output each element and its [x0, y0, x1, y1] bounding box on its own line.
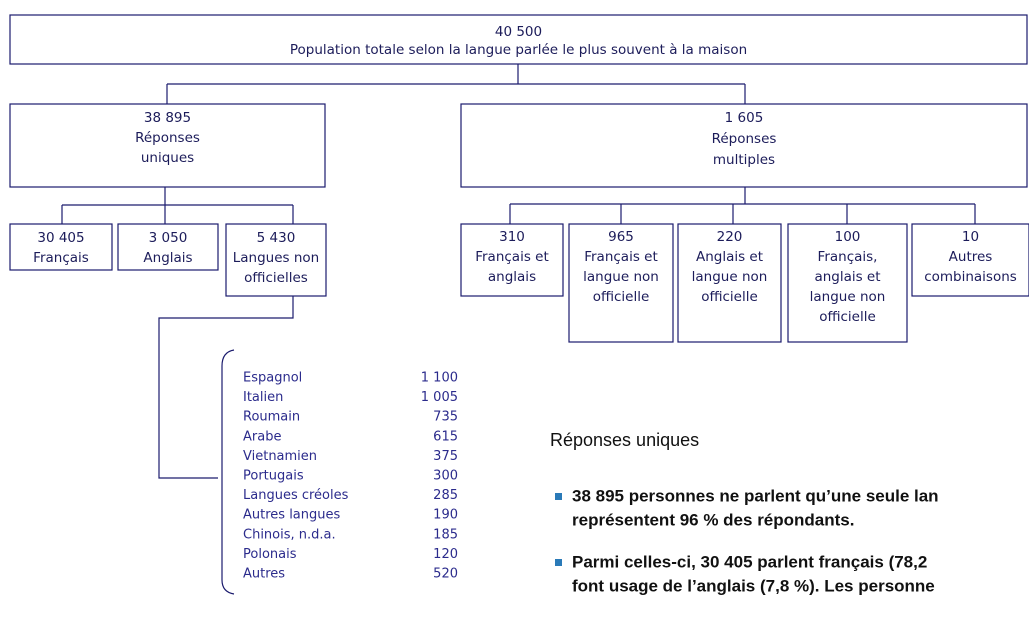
language-name: Portugais: [243, 469, 304, 484]
node-label: officielles: [244, 270, 308, 286]
node-label: langue non: [810, 289, 886, 305]
language-name: Espagnol: [243, 371, 302, 386]
connectors: [61, 64, 976, 595]
summary-text: font usage de l’anglais (7,8 %). Les per…: [572, 576, 935, 595]
node-value: 10: [962, 229, 979, 245]
node-label: officielle: [701, 289, 758, 305]
node-box: [225, 223, 327, 297]
node-box: [9, 223, 113, 271]
connector: [509, 187, 976, 224]
bracket: [221, 349, 235, 595]
language-name: Vietnamien: [243, 449, 317, 464]
bullet: [555, 559, 562, 566]
summary-text: représentent 96 % des répondants.: [572, 510, 854, 529]
language-count: 190: [433, 508, 458, 523]
node-label: Anglais et: [696, 249, 763, 265]
connector: [166, 64, 746, 104]
node-value: 38 895: [144, 110, 191, 126]
node-value: 30 405: [37, 230, 84, 246]
language-count: 120: [433, 547, 458, 562]
language-name: Roumain: [243, 410, 300, 425]
connector: [158, 296, 294, 479]
node-box: [568, 223, 674, 343]
node-box: [9, 14, 1028, 65]
node-label: Langues non: [233, 250, 319, 266]
language-count: 185: [433, 527, 458, 542]
node-label: Français: [33, 250, 89, 266]
node-label: Français,: [818, 249, 878, 265]
node-value: 220: [717, 229, 743, 245]
node-label: officielle: [593, 289, 650, 305]
node-box: [460, 223, 564, 297]
language-name: Autres: [243, 567, 285, 582]
node-label: Français et: [584, 249, 658, 265]
node-label: Français et: [475, 249, 549, 265]
summary-text: 38 895 personnes ne parlent qu’une seule…: [572, 486, 939, 505]
node-label: anglais et: [814, 269, 880, 285]
node-box: [117, 223, 219, 271]
node-label: multiples: [713, 152, 775, 168]
language-count: 1 100: [421, 371, 458, 386]
node-value: 5 430: [257, 230, 296, 246]
language-name: Langues créoles: [243, 488, 349, 503]
node-value: 1 605: [725, 110, 764, 126]
node-box: [911, 223, 1029, 297]
summary-heading: Réponses uniques: [550, 430, 699, 450]
node-label: langue non: [583, 269, 659, 285]
bullet: [555, 493, 562, 500]
node-label: Population totale selon la langue parlée…: [290, 42, 747, 58]
node-value: 40 500: [495, 24, 542, 40]
language-count: 375: [433, 449, 458, 464]
node-value: 100: [835, 229, 861, 245]
node-box: [787, 223, 908, 343]
language-name: Italien: [243, 390, 283, 405]
language-name: Polonais: [243, 547, 297, 562]
language-count: 735: [433, 410, 458, 425]
language-count: 520: [433, 567, 458, 582]
language-name: Arabe: [243, 429, 281, 444]
node-label: anglais: [488, 269, 536, 285]
language-count: 1 005: [421, 390, 458, 405]
language-count: 300: [433, 469, 458, 484]
summary-text: Parmi celles-ci, 30 405 parlent français…: [572, 552, 927, 571]
node-box: [460, 103, 1028, 188]
node-value: 965: [608, 229, 634, 245]
node-label: combinaisons: [924, 269, 1017, 285]
node-value: 310: [499, 229, 525, 245]
node-label: Anglais: [143, 250, 192, 266]
connector: [61, 187, 294, 224]
node-value: 3 050: [149, 230, 188, 246]
node-label: Réponses: [712, 131, 777, 147]
node-label: Réponses: [135, 130, 200, 146]
language-count: 285: [433, 488, 458, 503]
language-count: 615: [433, 429, 458, 444]
node-box: [677, 223, 782, 343]
language-name: Autres langues: [243, 508, 340, 523]
language-name: Chinois, n.d.a.: [243, 527, 336, 542]
node-label: officielle: [819, 309, 876, 325]
node-label: Autres: [949, 249, 993, 265]
node-label: uniques: [141, 150, 194, 166]
node-box: [9, 103, 326, 188]
node-label: langue non: [692, 269, 768, 285]
